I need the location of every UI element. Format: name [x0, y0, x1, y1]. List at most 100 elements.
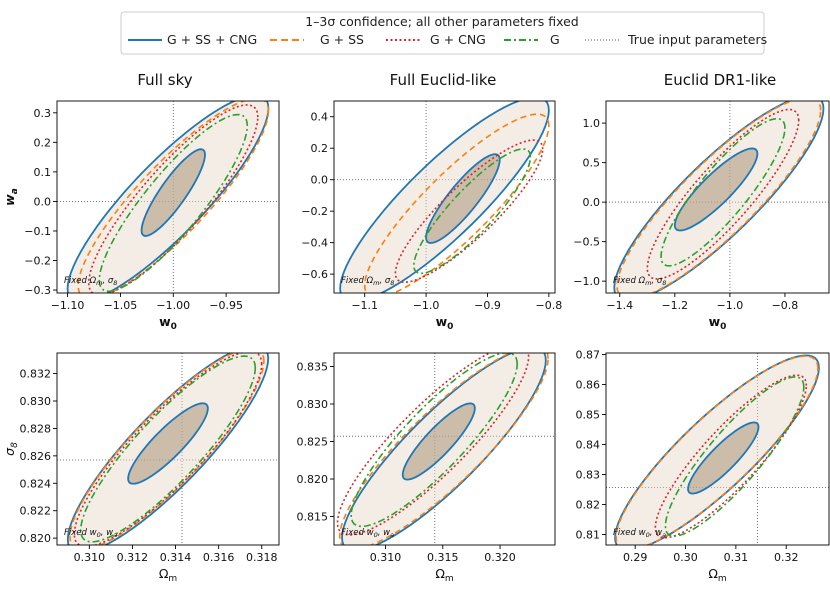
x-tick-label: −0.8 [772, 299, 799, 312]
x-tick-label: 0.312 [117, 551, 149, 564]
y-tick-label: 0.83 [576, 469, 601, 482]
panel-note: Fixed w0, wa [64, 528, 117, 539]
legend-frame [120, 11, 765, 55]
column-title-full-euclid: Full Euclid-like [390, 71, 497, 89]
legend-entry-g-ss-cng: G + SS + CNG [128, 32, 257, 47]
contour-g-3sigma [79, 355, 257, 543]
y-tick-label: −0.2 [24, 255, 51, 268]
legend-entry-g: G [504, 32, 560, 47]
x-tick-label: 0.32 [774, 551, 799, 564]
y-tick-label: −1.0 [573, 275, 600, 288]
contour-g-ss-cng-1sigma [425, 153, 501, 244]
contour-layer [57, 101, 279, 293]
legend-entry-g-ss: G + SS [270, 32, 364, 47]
y-tick-label: 0.4 [311, 111, 329, 124]
x-tick-label: 0.318 [246, 551, 278, 564]
plot-area [334, 101, 555, 293]
x-axis-label: Ωm [435, 566, 453, 584]
y-tick-label: 0.830 [20, 395, 52, 408]
contour-g-3sigma [664, 376, 805, 537]
legend-entry-g-cng: G + CNG [386, 32, 486, 47]
x-axis-label: Ωm [708, 566, 726, 584]
panel-full-sky-w0-wa: −1.10 −1.05 −1.00 −0.95 −0.3 −0.2 −0.1 0.0 0.1 0.… [2, 100, 280, 332]
contour-g-ss-cng-1sigma [401, 402, 476, 481]
contour-fill-1sigma [688, 422, 759, 494]
x-tick-label: −1.1 [351, 299, 378, 312]
x-tick-label: 0.30 [673, 551, 698, 564]
x-tick-label: 0.320 [484, 551, 516, 564]
panel-full-euclid-om-s8: 0.310 0.315 0.320 0.815 0.820 0.825 0.830 0.835… [297, 352, 556, 584]
contour-layer [606, 101, 829, 293]
y-tick-label: 0.85 [576, 409, 601, 422]
y-tick-label: 0.82 [576, 499, 601, 512]
axes-frame [333, 100, 556, 294]
x-tick-label: −1.05 [104, 299, 138, 312]
legend-label-g-ss: G + SS [320, 32, 364, 47]
column-title-euclid-dr1: Euclid DR1-like [664, 71, 777, 89]
x-tick-label: 0.314 [160, 551, 192, 564]
contour-fill-3sigma [340, 101, 549, 293]
panel-note: Fixed Ωm, σ8 [341, 276, 394, 287]
contour-fill-1sigma [402, 403, 475, 480]
x-tick-label: 0.31 [724, 551, 749, 564]
y-tick-label: −0.6 [301, 268, 328, 281]
legend: 1–3σ confidence; all other parameters fi… [120, 11, 767, 55]
x-tick-label: −0.8 [536, 299, 563, 312]
panel-note: Fixed w0, wa [341, 528, 394, 539]
legend-label-g-ss-cng: G + SS + CNG [167, 32, 257, 47]
y-tick-label: 0.828 [20, 422, 52, 435]
contour-layer [606, 353, 829, 545]
legend-label-g: G [550, 32, 560, 47]
x-axis-label: Ωm [159, 566, 177, 584]
contour-fill-1sigma [141, 149, 205, 236]
contour-g-cng-3sigma [654, 374, 808, 539]
contour-g-3sigma [413, 148, 532, 275]
y-tick-label: 0.0 [311, 174, 329, 187]
contour-g-ss-cng-1sigma [127, 402, 209, 485]
panel-euclid-dr1-om-s8: 0.29 0.30 0.31 0.32 0.81 0.82 0.83 0.84 0.85 0.86… [576, 349, 830, 584]
contour-g-3sigma [660, 117, 786, 267]
y-tick-label: −0.3 [24, 284, 51, 297]
y-tick-label: 0.824 [20, 477, 52, 490]
contour-fill-1sigma [674, 148, 758, 231]
y-tick-label: 0.822 [20, 505, 52, 518]
y-tick-label: −0.5 [573, 236, 600, 249]
axes-frame [605, 100, 830, 294]
x-tick-label: −1.4 [606, 299, 633, 312]
x-tick-label: −0.95 [209, 299, 243, 312]
contour-layer [334, 353, 555, 545]
axes-frame [333, 352, 556, 546]
x-tick-label: 0.310 [370, 551, 402, 564]
contour-layer [57, 353, 279, 545]
y-tick-label: 0.835 [297, 361, 329, 374]
legend-entry-truth: True input parameters [585, 32, 767, 47]
y-tick-label: 0.81 [576, 529, 601, 542]
y-tick-label: 0.5 [583, 157, 601, 170]
y-tick-label: 1.0 [583, 117, 601, 130]
y-tick-label: 0.3 [34, 107, 52, 120]
y-tick-label: 0.0 [34, 195, 52, 208]
y-tick-label: 0.815 [297, 511, 329, 524]
y-tick-label: 0.87 [576, 349, 601, 362]
x-axis-label: w0 [436, 314, 454, 332]
y-tick-label: 0.0 [583, 196, 601, 209]
x-tick-label: −1.00 [156, 299, 190, 312]
contour-g-ss-cng-1sigma [673, 147, 759, 232]
contour-g-ss-3sigma [615, 355, 819, 545]
y-tick-label: 0.820 [297, 473, 329, 486]
axes-frame [56, 100, 280, 294]
contour-layer [334, 101, 555, 293]
x-axis-label: w0 [709, 314, 727, 332]
legend-label-truth: True input parameters [627, 32, 767, 47]
y-tick-label: 0.86 [576, 379, 601, 392]
x-tick-label: 0.316 [203, 551, 235, 564]
contour-g-ss-cng-3sigma [339, 101, 550, 293]
panel-note: Fixed Ωm, σ8 [64, 276, 117, 287]
contour-g-ss-cng-3sigma [613, 101, 825, 293]
x-tick-label: 0.315 [427, 551, 459, 564]
panel-note: Fixed Ωm, σ8 [613, 276, 666, 287]
contour-g-ss-3sigma [616, 101, 822, 293]
axes-frame [56, 352, 280, 546]
contour-g-ss-3sigma [338, 353, 549, 545]
